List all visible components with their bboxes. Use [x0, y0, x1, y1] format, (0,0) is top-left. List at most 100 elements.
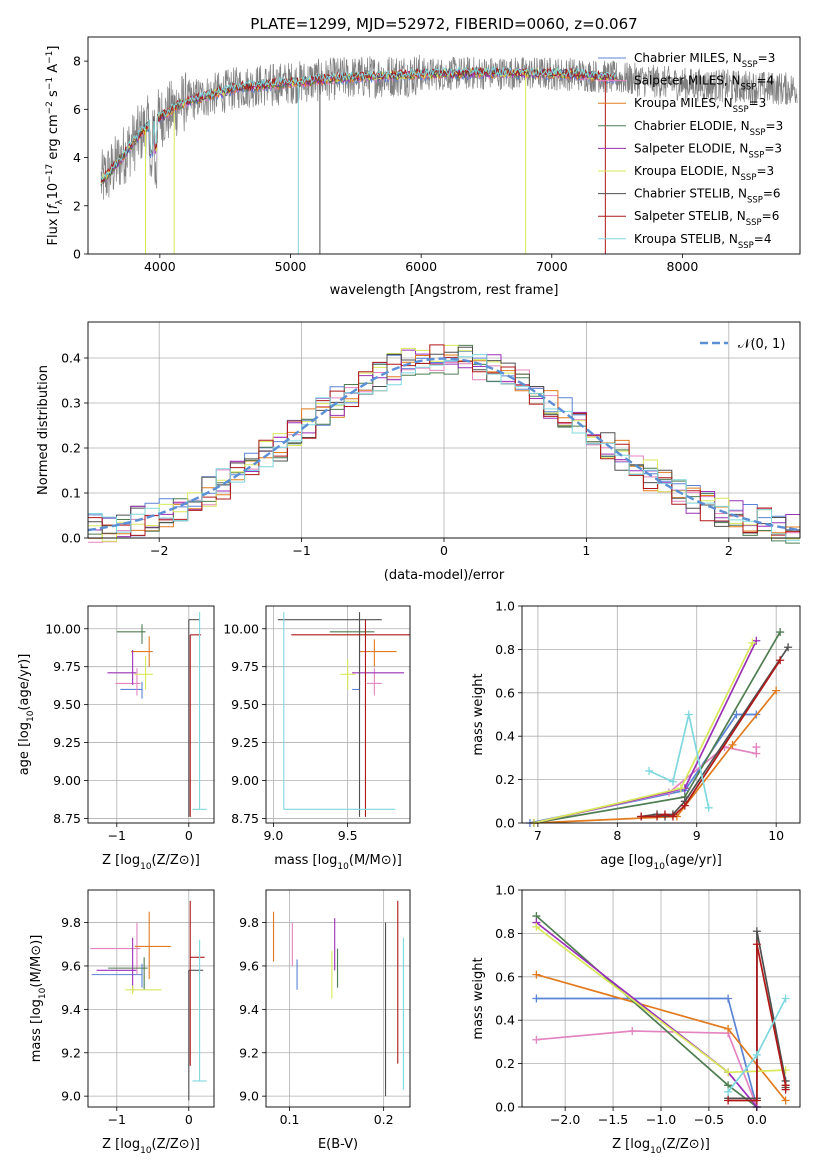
panel-spectrum: 4000 5000 6000 7000 8000 0 2 4 6 8 Chabrier MILES,…	[45, 36, 801, 298]
y-tick-label: 8.75	[231, 811, 259, 826]
legend-suffix: =6	[762, 209, 780, 223]
x-tick-label: 10	[768, 828, 784, 843]
y-tick-label: 0.6	[495, 685, 515, 700]
series-marker	[748, 638, 757, 647]
y-tick-label: 9.25	[231, 735, 259, 750]
axes-frame	[87, 36, 801, 255]
series-marker	[704, 803, 713, 812]
x-tick-label: 0.0	[747, 1112, 767, 1127]
legend-label: Chabrier MILES, N	[634, 51, 742, 65]
x-tick-label: −2.0	[550, 1112, 580, 1127]
legend-subscript: SSP	[742, 60, 758, 70]
legend-entry: Salpeter STELIB, NSSP=6	[634, 209, 779, 228]
y-axis-label: mass weight	[471, 673, 486, 755]
x-tick-label: 7	[534, 828, 542, 843]
y-tick-label: 9.8	[239, 915, 259, 930]
x-tick-label: 8000	[667, 259, 699, 274]
data-spectrum-line	[100, 54, 798, 200]
histogram-step-3	[88, 344, 800, 544]
x-tick-label: 7000	[536, 259, 568, 274]
x-tick-label: 8	[613, 828, 621, 843]
series-marker	[676, 784, 685, 793]
label-part: (Z/Z⊙)]	[152, 1137, 200, 1152]
x-tick-label: −1	[108, 1112, 126, 1127]
x-tick-label: 2	[725, 543, 733, 558]
y-tick-label: 0.4	[495, 729, 515, 744]
x-tick-label: 0.1	[280, 1112, 300, 1127]
x-axis-label: Z [log10(Z/Z⊙)]	[102, 1137, 200, 1156]
series-marker	[784, 643, 793, 652]
normal-curve	[87, 357, 801, 532]
x-tick-label: 0	[185, 828, 193, 843]
series-marker	[724, 1024, 733, 1033]
series-marker	[781, 1085, 790, 1094]
y-tick-label: 9.75	[53, 659, 81, 674]
y-tick-label: 0.0	[495, 1100, 515, 1115]
legend-label: Chabrier ELODIE, N	[634, 119, 750, 133]
plot-area	[277, 612, 410, 817]
label-subscript: 10	[26, 710, 36, 722]
series-marker	[724, 1096, 733, 1105]
series-marker	[781, 994, 790, 1003]
label-part: Z [	[612, 1137, 630, 1152]
panel-weight_vs_Z: −2.0 −1.5 −1.0 −0.5 0.0 0.0 0.2 0.4 0.6 0.8 1.0 Z […	[471, 883, 801, 1156]
label-part: (M/M⊙)]	[349, 853, 402, 868]
x-tick-label: 9.0	[263, 828, 283, 843]
label-part: log	[318, 853, 338, 868]
y-tick-label: 10.00	[223, 621, 259, 636]
series-marker	[628, 1027, 637, 1036]
legend-subscript: SSP	[741, 83, 757, 93]
y-tick-label: 0.0	[495, 816, 515, 831]
y-axis-label: Normed distribution	[36, 365, 51, 495]
series-line-1	[536, 1030, 758, 1108]
panel-mass_vs_EBV: 0.1 0.2 9.0 9.2 9.4 9.6 9.8 E(B-V)	[239, 889, 411, 1152]
y-label-part: Flux [	[46, 209, 61, 245]
legend-suffix: =3	[749, 96, 767, 110]
series-marker	[728, 740, 737, 749]
series-marker	[532, 994, 541, 1003]
series-marker	[532, 970, 541, 979]
y-label-part: s	[46, 90, 61, 101]
legend-suffix: =3	[764, 141, 782, 155]
y-tick-label: 4	[73, 150, 81, 165]
series-marker	[532, 922, 541, 931]
label-part: mass [	[29, 1019, 44, 1062]
series-marker	[752, 927, 761, 936]
y-label-part: −1	[45, 51, 55, 64]
legend-entry: Kroupa ELODIE, NSSP=3	[634, 164, 774, 183]
legend-label: Salpeter STELIB, N	[634, 209, 746, 223]
series-marker	[752, 1050, 761, 1059]
y-tick-label: 9.8	[61, 915, 81, 930]
y-tick-label: 0.8	[495, 926, 515, 941]
y-tick-label: 9.2	[239, 1045, 259, 1060]
y-axis-label: Flux [fλ10−17 erg cm−2 s−1 A−1]	[45, 46, 65, 246]
legend-label: Kroupa MILES, N	[634, 96, 733, 110]
series-marker	[680, 801, 689, 810]
series-marker	[772, 686, 781, 695]
figure-title: PLATE=1299, MJD=52972, FIBERID=0060, z=0…	[250, 15, 637, 33]
x-tick-label: 0	[440, 543, 448, 558]
legend-normal-label: 𝒩(0, 1)	[738, 337, 785, 352]
y-label-part: −17	[45, 164, 55, 183]
series-marker	[637, 812, 646, 821]
histogram-step-1	[88, 361, 800, 543]
series-marker	[781, 1096, 790, 1105]
y-tick-label: 9.0	[61, 1089, 81, 1104]
series-line-5	[533, 642, 754, 824]
x-axis-label: wavelength [Angstrom, rest frame]	[330, 283, 559, 298]
legend-label: Salpeter MILES, N	[634, 74, 741, 88]
series-line-6	[640, 646, 789, 818]
x-axis-label: age [log10(age/yr)]	[600, 853, 722, 872]
legend-suffix: =3	[758, 51, 776, 65]
label-part: log	[630, 1137, 650, 1152]
legend-entry: Kroupa MILES, NSSP=3	[634, 96, 766, 115]
y-label-part: erg cm	[46, 114, 61, 163]
label-part: (M/M⊙)]	[29, 935, 44, 988]
series-line-8	[648, 714, 710, 808]
x-tick-label: 4000	[144, 259, 176, 274]
label-part: (age/yr)]	[665, 853, 722, 868]
axes-frame	[265, 605, 411, 824]
panel-mass_vs_Z: −1 09.09.29.49.69.8Z [log10(Z/Z⊙)]mass [l…	[29, 889, 215, 1156]
